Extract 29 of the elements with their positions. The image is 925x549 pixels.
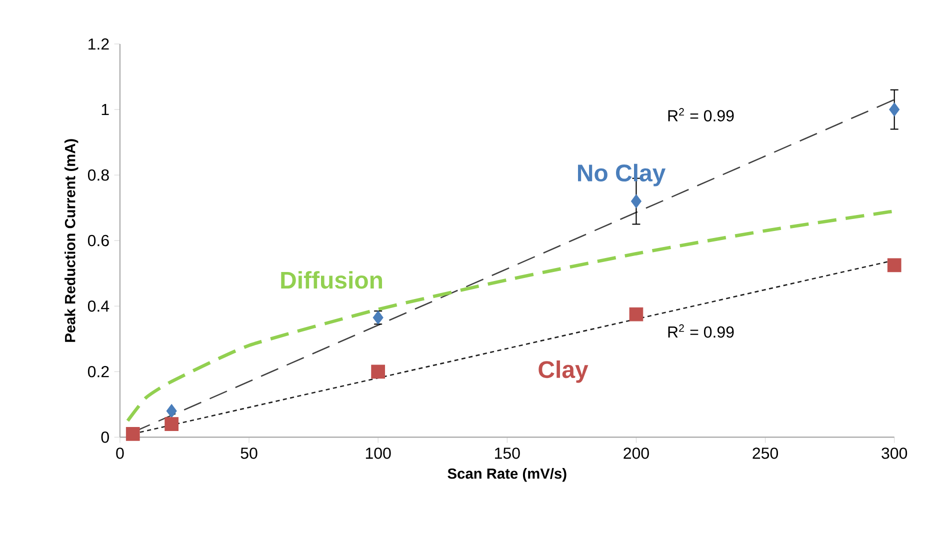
y-tick-label: 1	[102, 104, 109, 115]
x-tick-label: 200	[624, 448, 649, 459]
point	[164, 417, 179, 431]
x-axis-title: Scan Rate (mV/s)	[448, 468, 566, 482]
x-tick-label: 300	[882, 448, 908, 459]
annotation: R$^{2}$ = 0.99	[668, 324, 734, 338]
point	[889, 102, 900, 116]
series-label: No Clay	[578, 164, 666, 186]
point	[126, 426, 140, 441]
y-tick-label: 1.2	[88, 38, 109, 50]
y-tick-label: 0.4	[88, 300, 110, 312]
y-tick-label: 0	[101, 431, 109, 443]
y-axis-title: Peak Reduction Current (mA)	[64, 139, 78, 342]
x-tick-label: 50	[240, 448, 258, 459]
annotation: R$^{2}$ = 0.99	[668, 108, 734, 122]
point	[166, 404, 177, 418]
x-tick-label: 250	[752, 448, 778, 459]
point	[629, 307, 644, 322]
point	[630, 194, 642, 208]
y-tick-label: 0.2	[88, 366, 109, 378]
x-tick-label: 0	[116, 448, 124, 459]
x-tick-label: 150	[495, 448, 520, 459]
point	[371, 364, 386, 379]
y-tick-label: 0.8	[88, 169, 109, 181]
text: Clay	[538, 360, 588, 383]
point	[887, 258, 902, 272]
series-label: Diffusion	[281, 271, 382, 289]
x-tick-label: 100	[366, 448, 391, 459]
y-tick-label: 0.6	[88, 234, 109, 246]
